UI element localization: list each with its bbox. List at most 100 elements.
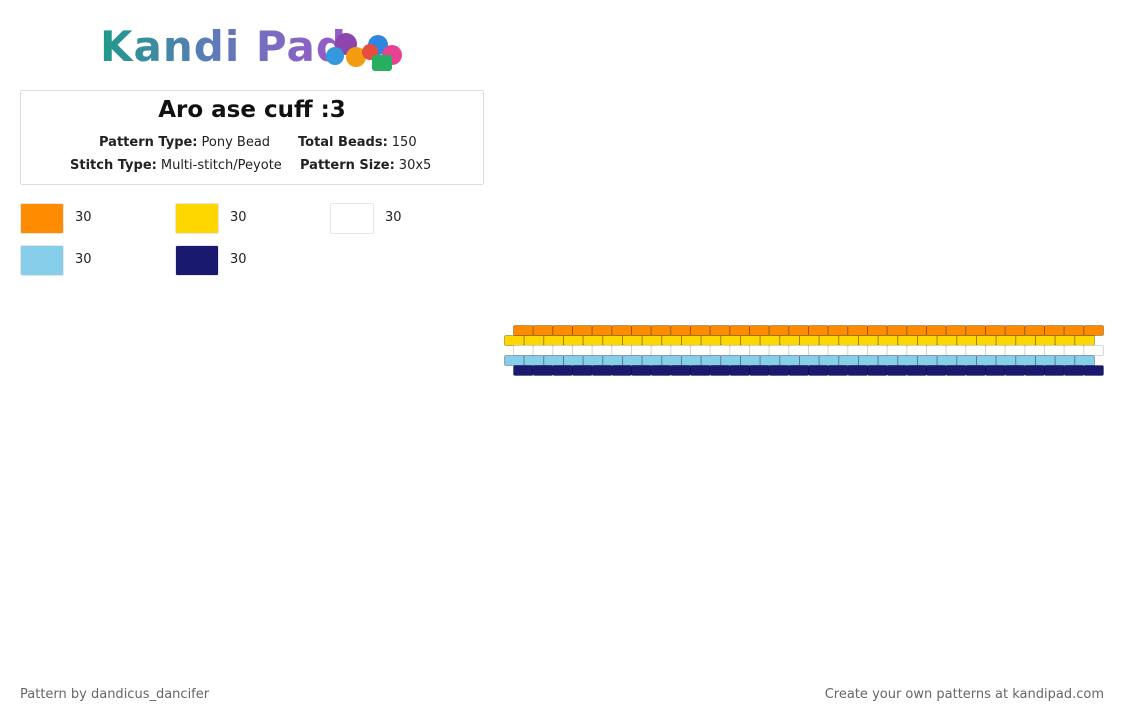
bead — [926, 345, 947, 356]
swatch — [20, 203, 64, 234]
label: Pattern Size: — [300, 158, 395, 173]
bead — [877, 355, 899, 366]
bead — [504, 355, 525, 366]
logo-icon — [326, 33, 402, 71]
bead — [799, 355, 820, 366]
bead — [572, 345, 593, 356]
bead — [582, 355, 604, 366]
bead — [552, 345, 573, 356]
bead — [650, 325, 672, 336]
label: Pattern Type: — [99, 135, 198, 150]
bead — [926, 325, 947, 336]
bead — [858, 335, 879, 346]
bead — [690, 345, 711, 356]
bead — [808, 325, 829, 336]
logo[interactable]: Kandi Pad — [100, 22, 347, 71]
bead — [552, 325, 573, 336]
pattern-title: Aro ase cuff :3 — [158, 97, 346, 123]
bead — [867, 365, 888, 376]
bead — [631, 345, 652, 356]
swatch — [20, 245, 64, 276]
bead — [563, 335, 584, 346]
bead — [1024, 345, 1045, 356]
bead — [650, 365, 672, 376]
bead — [700, 335, 722, 346]
bead — [1004, 345, 1026, 356]
bead — [631, 325, 652, 336]
bead — [611, 365, 632, 376]
bead — [749, 365, 770, 376]
bead — [858, 355, 879, 366]
bead — [1083, 325, 1104, 336]
bead — [582, 335, 604, 346]
bead — [838, 355, 859, 366]
bead — [1024, 365, 1045, 376]
swatch — [330, 203, 374, 234]
value: 150 — [391, 135, 417, 150]
bead — [1083, 345, 1104, 356]
swatch — [175, 245, 219, 276]
bead — [1083, 365, 1104, 376]
bead — [897, 335, 918, 346]
bead — [917, 335, 938, 346]
bead — [788, 365, 809, 376]
bead — [779, 355, 800, 366]
bead — [700, 355, 722, 366]
bead — [897, 355, 918, 366]
bead — [504, 335, 525, 346]
bead — [1063, 345, 1085, 356]
bead — [788, 345, 809, 356]
bead — [1004, 365, 1026, 376]
bead — [886, 345, 908, 356]
bead — [917, 355, 938, 366]
bead — [611, 325, 632, 336]
bead — [995, 335, 1017, 346]
bead — [572, 325, 593, 336]
bead — [709, 365, 731, 376]
bead — [976, 335, 997, 346]
value: Multi-stitch/Peyote — [160, 158, 282, 173]
bead — [877, 335, 899, 346]
swatch — [175, 203, 219, 234]
bead — [1004, 325, 1026, 336]
bead — [631, 365, 652, 376]
bead — [543, 335, 564, 346]
bead — [768, 345, 790, 356]
bead — [976, 355, 997, 366]
footer-credit: Pattern by dandicus_dancifer — [20, 687, 210, 702]
bead — [543, 355, 564, 366]
bead — [1074, 335, 1095, 346]
info: Stitch Type: Multi-stitch/Peyote — [70, 158, 282, 173]
bead — [1054, 355, 1076, 366]
bead — [1015, 355, 1036, 366]
bead — [945, 325, 967, 336]
bead — [602, 355, 623, 366]
bead — [886, 365, 908, 376]
bead — [965, 365, 986, 376]
footer-link[interactable]: Create your own patterns at kandipad.com — [824, 687, 1104, 702]
bead — [532, 365, 554, 376]
bead — [681, 335, 702, 346]
bead — [799, 335, 820, 346]
bead — [1024, 325, 1045, 336]
bead — [808, 345, 829, 356]
bead — [690, 365, 711, 376]
bead — [906, 325, 927, 336]
bead — [995, 355, 1017, 366]
bead — [670, 365, 691, 376]
bead — [985, 365, 1006, 376]
bead — [513, 345, 534, 356]
bead — [513, 325, 534, 336]
bead — [827, 365, 849, 376]
bead — [956, 355, 977, 366]
bead — [768, 365, 790, 376]
bead — [729, 345, 750, 356]
bead — [720, 355, 741, 366]
bead — [729, 325, 750, 336]
swatch-count: 30 — [75, 252, 92, 267]
bead — [532, 345, 554, 356]
bead — [867, 345, 888, 356]
bead — [650, 345, 672, 356]
label: Total Beads: — [298, 135, 388, 150]
